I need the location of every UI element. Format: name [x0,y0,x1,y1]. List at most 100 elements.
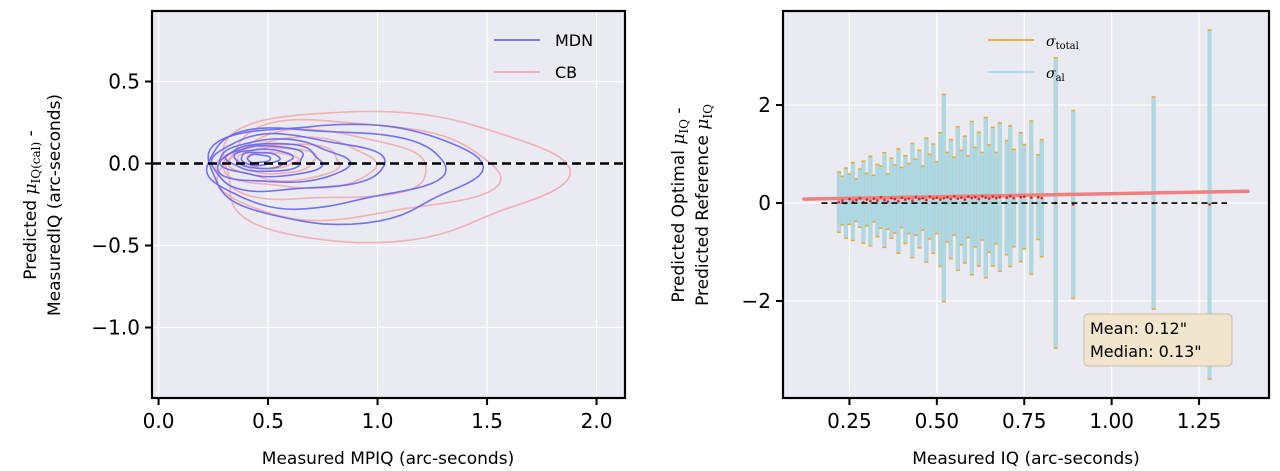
right-y-axis-label-line2: Predicted Reference μIQ [693,104,715,306]
legend-mdn-label: MDN [555,31,593,50]
mdn-contour-line [219,142,324,178]
data-point [900,196,904,199]
mdn-contour-line [233,148,295,170]
data-point [1036,195,1040,199]
right-ticks: 0.25 0.50 0.75 1.00 1.25 −2 0 2 [742,93,1222,433]
left-x-tick-label: 1.0 [362,409,394,433]
mdn-contour-line [216,138,352,183]
data-point [980,194,984,198]
data-point [925,198,928,202]
data-point [967,195,970,198]
data-point [932,197,935,200]
data-point [994,196,998,200]
data-point [970,196,974,200]
data-point [942,196,946,200]
left-y-axis-label-line2: MeasuredIQ (arc-seconds) [45,94,65,316]
data-point [907,197,911,200]
data-point [949,197,953,201]
data-point [848,197,851,201]
mdn-contour-line [246,153,272,164]
right-legend: σtotal σal [988,34,1079,84]
data-point [883,198,886,202]
right-data-points [837,194,1211,206]
cb-contour-line [216,118,502,222]
data-point [837,200,841,204]
right-y-tick-label: 0 [758,191,771,215]
left-y-tick-label: 0.0 [108,152,140,176]
right-x-tick-label: 1.25 [1177,409,1222,433]
data-point [858,196,862,200]
data-point [1005,196,1009,199]
data-point [911,199,914,202]
right-trend-line [802,189,1250,201]
data-point [956,197,960,200]
mdn-contour-line [207,123,485,226]
data-point [921,196,925,200]
data-point [841,199,844,202]
data-point [855,198,858,202]
right-y-tick-label: −2 [742,289,771,313]
data-point [977,197,981,201]
data-point [935,196,939,199]
data-point [872,197,876,200]
legend-sigma-al-label: σal [1046,66,1065,84]
data-point [904,198,907,201]
left-legend: MDN CB [494,31,593,82]
right-y-tick-label: 2 [758,93,771,117]
right-y-axis-label: Predicted Optimal μIQ - Predicted Refere… [669,104,715,306]
data-point [918,197,921,201]
data-point [1022,195,1026,198]
mdn-contour-line [205,127,447,211]
data-point [1071,203,1075,206]
data-point [991,195,995,198]
data-point [876,199,879,202]
data-point [1012,196,1016,200]
data-point [893,197,897,201]
data-point [879,195,883,199]
data-point [946,195,949,199]
left-y-tick-label: −1.0 [91,315,140,339]
data-point [1040,196,1044,200]
right-x-tick-label: 0.25 [827,409,872,433]
data-point [987,197,991,200]
left-y-tick-label: 0.5 [108,70,140,94]
data-point [865,198,869,201]
right-axes-frame [781,9,1271,400]
stats-box: Mean: 0.12" Median: 0.13" [1083,313,1233,367]
mdn-contour-line [224,144,305,173]
left-y-axis-label: Predicted μIQ(cal) - MeasuredIQ (arc-sec… [21,94,65,316]
left-x-tick-label: 0.0 [143,409,175,433]
data-point [914,195,918,199]
data-point [1019,195,1023,199]
data-point [984,196,988,199]
legend-cb-label: CB [555,63,577,82]
right-x-tick-label: 0.75 [1002,409,1047,433]
left-y-tick-label: −0.5 [91,233,140,257]
right-x-axis-label: Measured IQ (arc-seconds) [912,449,1140,469]
data-point [998,195,1002,199]
cb-contour-line [222,110,572,244]
left-ticks: 0.0 0.5 1.0 1.5 2.0 −1.0 −0.5 0.0 0.5 [91,70,612,433]
data-point [960,196,963,199]
left-x-tick-label: 2.0 [581,409,613,433]
data-point [974,195,977,199]
left-plot-area [152,11,625,398]
left-x-tick-label: 0.5 [252,409,284,433]
data-point [939,198,942,201]
data-point [1008,194,1012,198]
left-y-axis-label-line1: Predicted μIQ(cal) - [21,130,43,279]
left-x-tick-label: 1.5 [471,409,503,433]
data-point [928,195,932,198]
cb-contour-line [214,128,427,201]
data-point [851,200,855,203]
data-point [897,199,900,203]
data-point [890,196,893,200]
left-chart: 0.0 0.5 1.0 1.5 2.0 −1.0 −0.5 0.0 0.5 MDN CB Mea… [21,9,627,469]
data-point [1208,203,1211,206]
data-point [953,194,956,198]
stats-median: Median: 0.13" [1090,342,1202,361]
right-chart: 0.25 0.50 0.75 1.00 1.25 −2 0 2 σtotal σal Mean… [669,9,1271,469]
data-point [869,199,872,203]
right-x-tick-label: 0.50 [915,409,960,433]
